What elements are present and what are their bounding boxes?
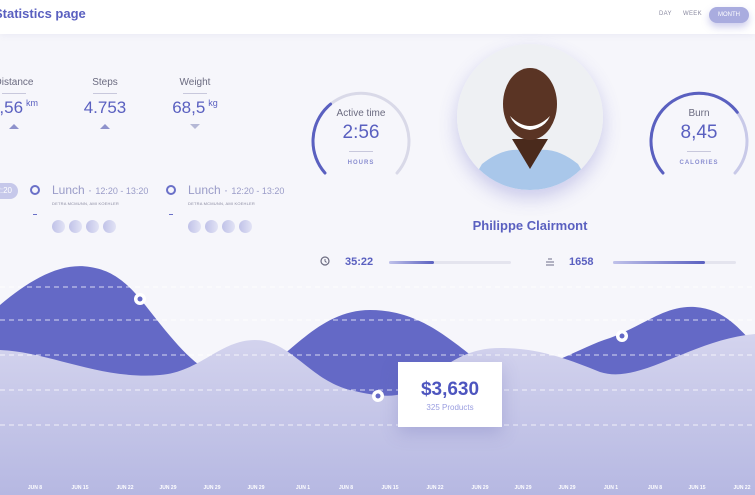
gauge-burn: Burn 8,45 CALORIES: [647, 85, 751, 189]
range-week[interactable]: WEEK: [683, 11, 702, 17]
gauge-progress: [649, 91, 749, 175]
event-people: DETRA MCMUNN, AMI KOEHLER: [52, 201, 120, 206]
x-axis-label: JUN 29: [203, 485, 221, 491]
gauge-label: Active time: [336, 108, 386, 119]
gauge-unit: CALORIES: [679, 160, 719, 166]
tooltip-subtitle: 325 Products: [426, 403, 474, 412]
x-axis-label: JUN 1: [603, 485, 619, 491]
event-title: Lunch: [188, 183, 221, 197]
stat-steps: Steps 4.753: [65, 77, 145, 129]
stat-unit: kg: [208, 98, 218, 108]
stat-value: 68,5: [172, 98, 206, 117]
stat-value: 4.753: [83, 98, 127, 117]
x-axis-label: JUN 22: [733, 485, 751, 491]
attendee-avatars: [52, 220, 116, 233]
time-pill[interactable]: 12:20: [0, 183, 18, 199]
gauge-unit: HOURS: [347, 160, 375, 166]
gauge-active-time: Active time 2:56 HOURS: [309, 85, 413, 189]
x-axis-label: JUN 8: [27, 485, 43, 491]
x-axis-label: JUN 8: [338, 485, 354, 491]
event-title: Lunch: [52, 183, 85, 197]
x-axis-label: JUN 8: [647, 485, 663, 491]
event-time: 12:20 - 13:20: [231, 186, 285, 196]
avatar[interactable]: [457, 44, 603, 190]
tooltip-amount: $3,630: [420, 379, 480, 400]
stat-value: 3,56: [0, 98, 24, 117]
stat-weight: Weight 68,5 kg: [155, 77, 235, 129]
metric-time: 35:22: [345, 256, 374, 268]
x-axis-label: JUN 15: [71, 485, 89, 491]
metric-time-bar: [389, 261, 511, 264]
sales-tooltip: $3,630 325 Products: [398, 362, 502, 427]
x-axis-label: JUN 29: [558, 485, 576, 491]
x-axis-label: JUN 29: [247, 485, 265, 491]
data-point-markers: [134, 293, 628, 402]
range-month[interactable]: MONTH: [709, 7, 749, 23]
x-axis-label: JUN 29: [514, 485, 532, 491]
gauge-progress: [311, 91, 411, 175]
x-axis-label: JUN 22: [426, 485, 444, 491]
event-people: DETRA MCMUNN, AMI KOEHLER: [188, 201, 256, 206]
event-time: 12:20 - 13:20: [95, 186, 149, 196]
page-title: Statistics page: [0, 6, 86, 21]
header: Statistics page DAY WEEK MONTH: [0, 0, 755, 34]
stat-label: Steps: [92, 77, 118, 88]
x-axis-label: JUN 15: [688, 485, 706, 491]
profile-name: Philippe Clairmont: [472, 218, 588, 233]
metric-count-bar: [613, 261, 736, 264]
x-axis-label: JUN 29: [471, 485, 489, 491]
stat-unit: km: [26, 98, 39, 108]
metric-count: 1658: [569, 256, 594, 268]
range-day[interactable]: DAY: [659, 11, 672, 17]
light-wave: [0, 334, 755, 495]
x-axis-label: JUN 29: [159, 485, 177, 491]
event-ring-icon: [166, 185, 176, 195]
gauge-value: 8,45: [680, 122, 718, 143]
x-axis-label: JUN 15: [381, 485, 399, 491]
attendee-avatars: [188, 220, 252, 233]
trend-up-icon: [9, 124, 19, 129]
trend-up-icon: [100, 124, 110, 129]
trend-down-icon: [190, 124, 200, 129]
stack-icon: [546, 258, 554, 266]
stat-label: Weight: [179, 77, 211, 88]
sales-wave-chart: [0, 266, 755, 495]
x-axis-label: JUN 1: [295, 485, 311, 491]
event-ring-icon: [30, 185, 40, 195]
gauge-value: 2:56: [342, 122, 380, 143]
x-axis-label: JUN 22: [116, 485, 134, 491]
stat-label: Distance: [0, 77, 34, 88]
gauge-label: Burn: [688, 108, 710, 119]
clock-icon: [320, 256, 330, 266]
